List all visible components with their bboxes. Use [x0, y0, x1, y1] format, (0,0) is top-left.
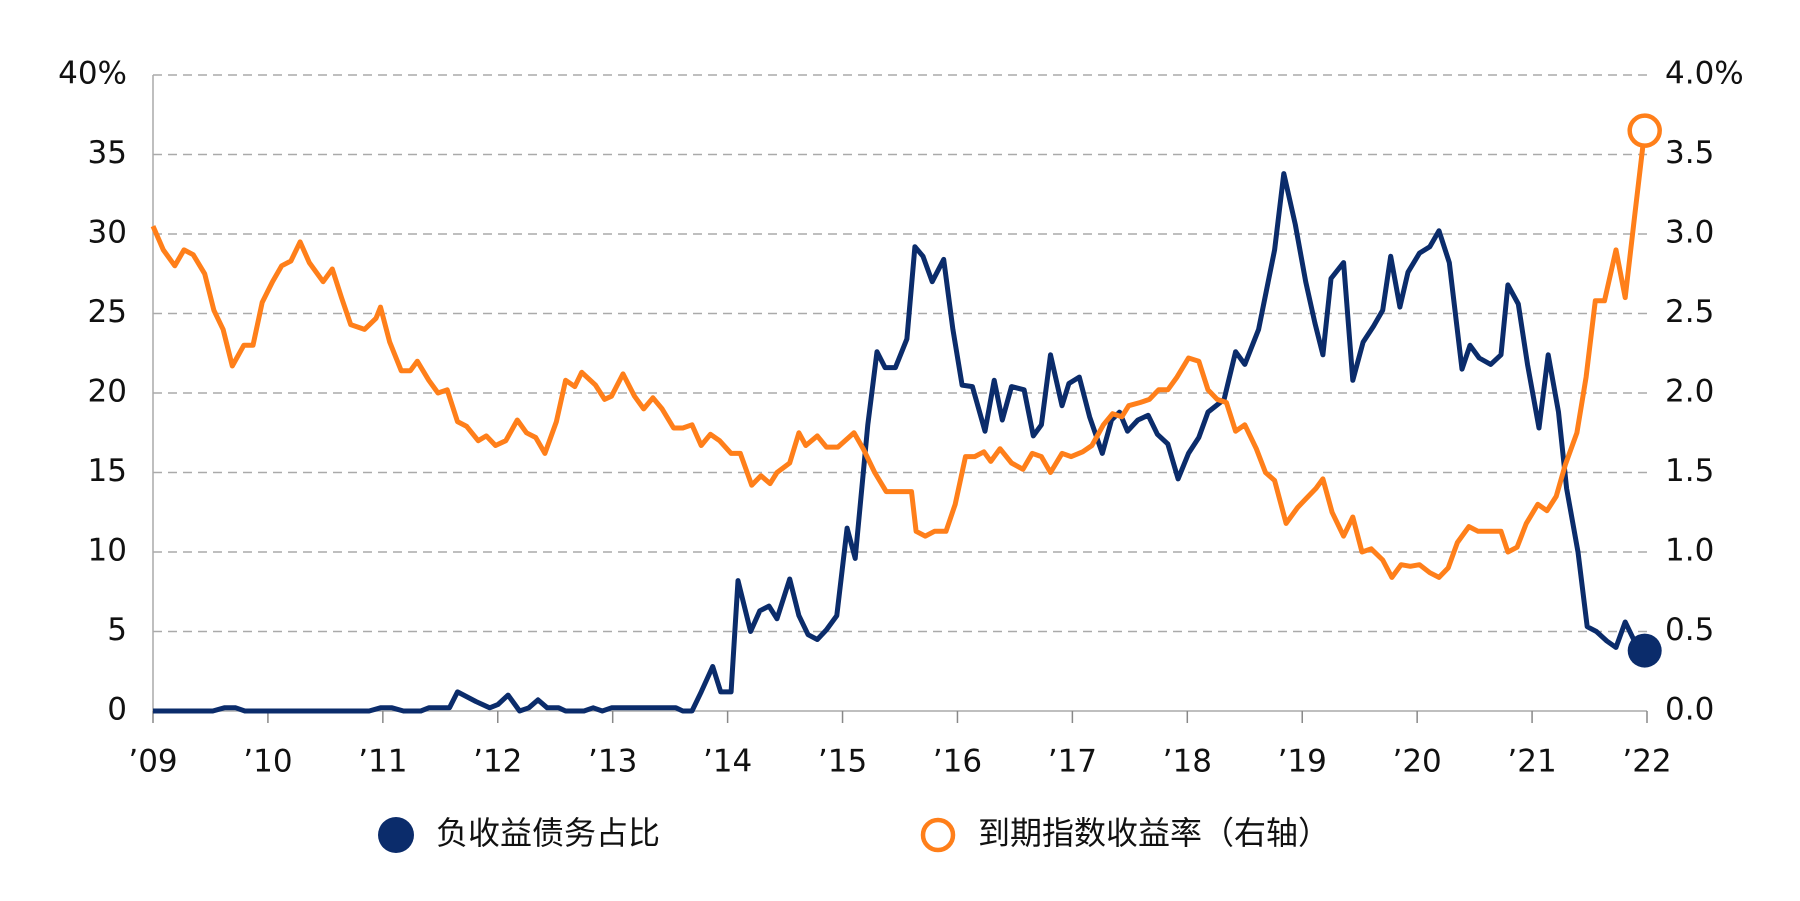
series-line [153, 171, 1647, 714]
y-tick-label: 40% [58, 56, 127, 92]
y-tick-label: 5 [107, 612, 127, 648]
end-marker [1627, 113, 1662, 148]
x-tick-label: ’13 [588, 744, 637, 780]
x-tick-label: ’15 [818, 744, 867, 780]
x-tick-label: ’14 [703, 744, 752, 780]
y2-tick-label: 4.0% [1665, 56, 1744, 92]
x-tick-label: ’22 [1622, 744, 1671, 780]
x-tick-label: ’18 [1163, 744, 1212, 780]
legend-marker [378, 817, 414, 853]
legend-label: 负收益债务占比 [436, 814, 660, 852]
y-tick-label: 15 [88, 453, 127, 489]
x-tick-label: ’10 [243, 744, 292, 780]
y-tick-label: 35 [88, 135, 127, 171]
y2-tick-label: 3.5 [1665, 135, 1714, 171]
x-tick-label: ’21 [1507, 744, 1556, 780]
legend-label: 到期指数收益率（右轴） [978, 814, 1330, 852]
x-tick-label: ’17 [1048, 744, 1097, 780]
series-line [150, 130, 1648, 580]
legend-marker [920, 817, 956, 853]
y2-tick-label: 0.0 [1665, 692, 1714, 728]
y-tick-label: 25 [88, 294, 127, 330]
y2-tick-label: 1.0 [1665, 533, 1714, 569]
x-tick-label: ’12 [473, 744, 522, 780]
y2-tick-label: 0.5 [1665, 612, 1714, 648]
x-tick-label: ’20 [1392, 744, 1441, 780]
y-tick-label: 10 [88, 533, 127, 569]
x-tick-label: ’09 [128, 744, 177, 780]
y2-tick-label: 2.0 [1665, 374, 1714, 410]
y2-tick-label: 1.5 [1665, 453, 1714, 489]
y-tick-label: 20 [88, 374, 127, 410]
y2-tick-label: 2.5 [1665, 294, 1714, 330]
y2-tick-label: 3.0 [1665, 215, 1714, 251]
x-tick-label: ’16 [933, 744, 982, 780]
end-marker [1627, 633, 1662, 668]
x-tick-label: ’19 [1278, 744, 1327, 780]
y-tick-label: 0 [107, 692, 127, 728]
y-tick-label: 30 [88, 215, 127, 251]
x-tick-label: ’11 [358, 744, 407, 780]
